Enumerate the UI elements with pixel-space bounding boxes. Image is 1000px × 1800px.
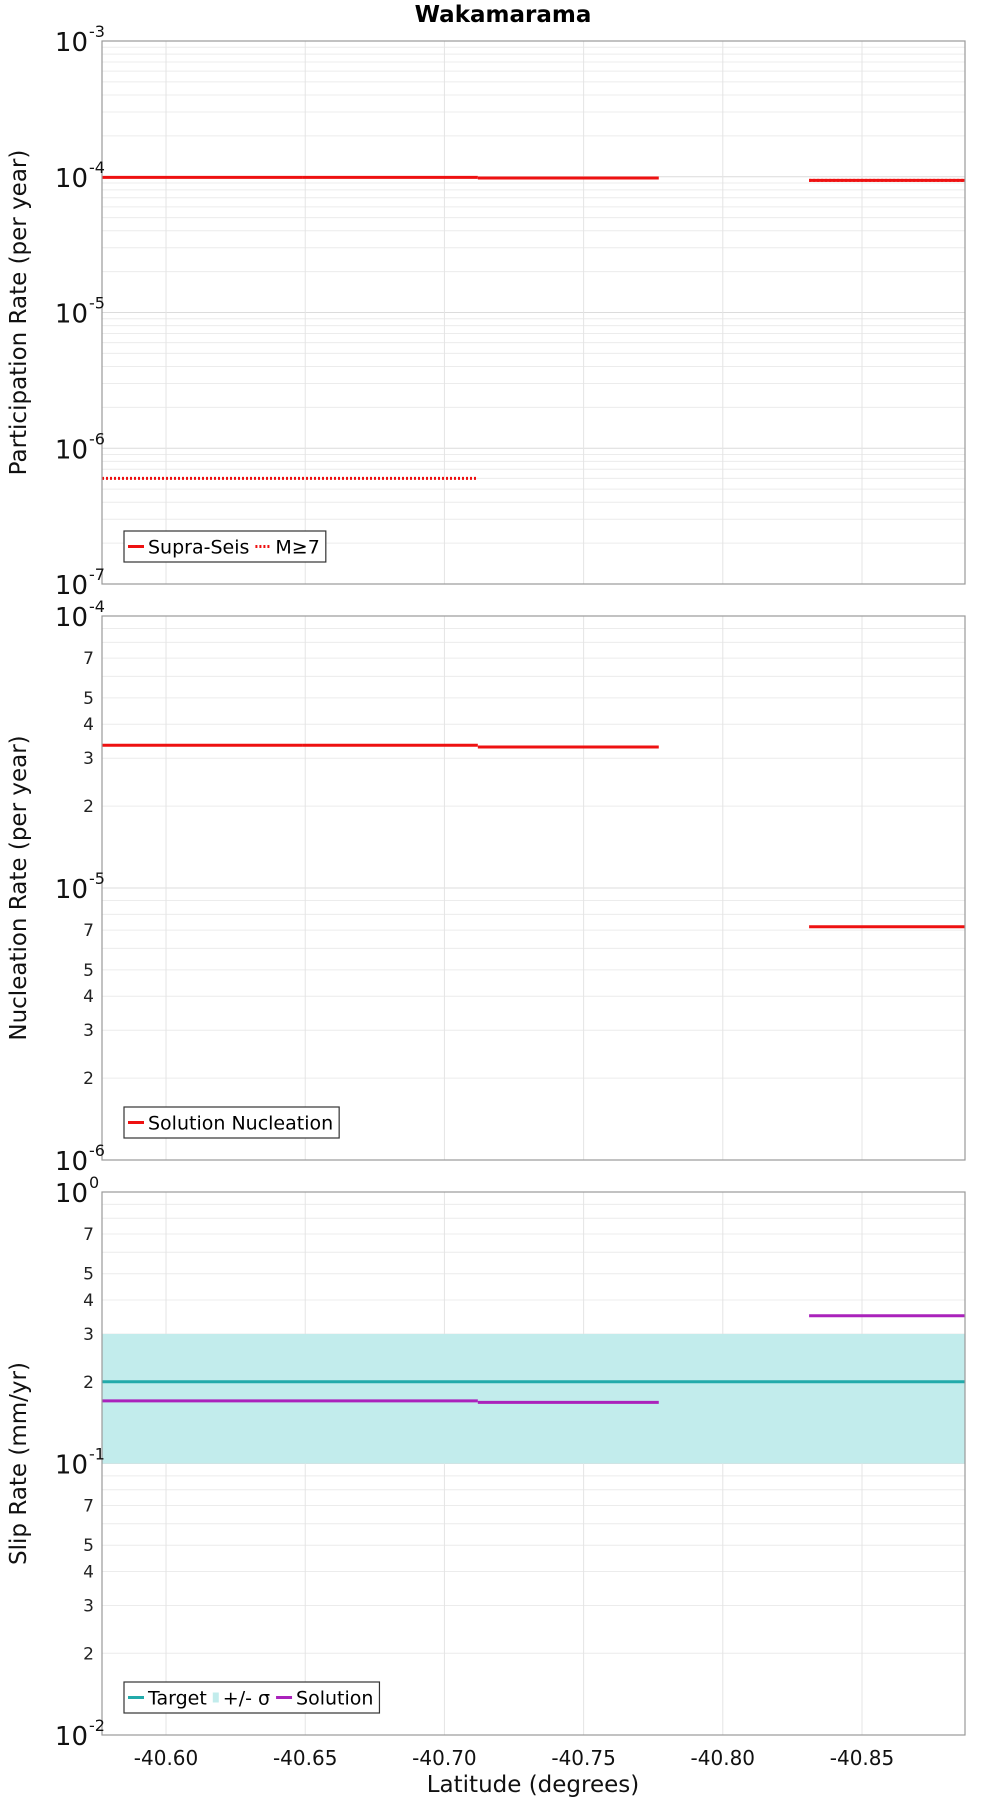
y-minor-tick-label: 4 — [83, 987, 94, 1007]
legend-label: Supra-Seis — [148, 537, 249, 559]
x-tick-label: -40.70 — [412, 1746, 476, 1770]
legend-label: Target — [147, 1688, 207, 1710]
x-tick-label: -40.80 — [691, 1746, 755, 1770]
y-tick-label: 10 — [55, 1722, 88, 1752]
y-tick-label: 10 — [55, 1147, 88, 1177]
y-tick-label: 10 — [55, 435, 88, 465]
legend-swatch — [212, 1692, 219, 1703]
y-tick-exponent: -4 — [89, 158, 105, 177]
legend: Solution Nucleation — [123, 1106, 340, 1139]
y-minor-tick-label: 2 — [83, 1373, 94, 1393]
legend: Supra-Seis M≥7 — [123, 530, 327, 563]
y-minor-tick-label: 2 — [83, 1069, 94, 1089]
y-minor-tick-label: 4 — [83, 1291, 94, 1311]
y-minor-tick-label: 5 — [83, 689, 94, 709]
x-tick-label: -40.75 — [551, 1746, 615, 1770]
y-tick-exponent: -6 — [89, 1141, 105, 1160]
legend-label: +/- σ — [223, 1688, 270, 1710]
legend-background — [124, 1107, 340, 1138]
y-minor-tick-label: 2 — [83, 797, 94, 817]
y-minor-tick-label: 7 — [83, 1497, 94, 1517]
y-tick-exponent: -4 — [89, 597, 105, 616]
legend-label: Solution — [296, 1688, 373, 1710]
y-minor-tick-label: 7 — [83, 1225, 94, 1245]
y-tick-exponent: -5 — [89, 294, 105, 313]
y-minor-tick-label: 5 — [83, 1265, 94, 1285]
y-minor-tick-label: 7 — [83, 921, 94, 941]
y-tick-label: 10 — [55, 164, 88, 194]
y-tick-label: 10 — [55, 28, 88, 58]
y-tick-label: 10 — [55, 300, 88, 330]
y-axis-label: Nucleation Rate (per year) — [6, 735, 32, 1040]
y-tick-exponent: -2 — [89, 1716, 105, 1735]
legend-frame — [123, 1106, 340, 1139]
y-minor-tick-label: 5 — [83, 1536, 94, 1556]
y-minor-tick-label: 3 — [83, 1596, 94, 1616]
plot-frame — [101, 615, 966, 1161]
y-tick-exponent: -6 — [89, 429, 105, 448]
plot-frame — [101, 1191, 966, 1736]
x-tick-label: -40.60 — [134, 1746, 198, 1770]
sigma-band — [102, 1333, 965, 1464]
y-minor-tick-label: 3 — [83, 1325, 94, 1345]
legend-label: M≥7 — [275, 537, 319, 559]
legend-background — [124, 531, 326, 562]
y-minor-tick-label: 3 — [83, 1021, 94, 1041]
y-axis-label: Slip Rate (mm/yr) — [6, 1362, 32, 1565]
y-axis-label: Participation Rate (per year) — [6, 150, 32, 476]
y-tick-exponent: -7 — [89, 565, 105, 584]
legend-background — [124, 1682, 380, 1713]
y-tick-exponent: -5 — [89, 869, 105, 888]
plot-frame — [101, 40, 966, 585]
y-tick-label: 10 — [55, 1179, 88, 1209]
y-tick-label: 10 — [55, 1451, 88, 1481]
legend: Target +/- σ Solution — [123, 1681, 381, 1714]
y-minor-tick-label: 3 — [83, 749, 94, 769]
y-minor-tick-label: 4 — [83, 715, 94, 735]
y-tick-exponent: -3 — [89, 22, 105, 41]
legend-frame — [123, 1681, 381, 1714]
y-tick-label: 10 — [55, 875, 88, 905]
legend-label: Solution Nucleation — [148, 1113, 333, 1135]
y-tick-label: 10 — [55, 571, 88, 601]
y-minor-tick-label: 4 — [83, 1563, 94, 1583]
x-tick-label: -40.65 — [273, 1746, 337, 1770]
legend-frame — [123, 530, 327, 563]
y-tick-exponent: 0 — [89, 1173, 99, 1192]
x-axis-label: Latitude (degrees) — [427, 1772, 640, 1798]
x-tick-label: -40.85 — [830, 1746, 894, 1770]
y-tick-label: 10 — [55, 603, 88, 633]
y-minor-tick-label: 7 — [83, 649, 94, 669]
y-tick-exponent: -1 — [89, 1445, 105, 1464]
chart-title: Wakamarama — [415, 2, 592, 28]
y-minor-tick-label: 2 — [83, 1644, 94, 1664]
y-minor-tick-label: 5 — [83, 961, 94, 981]
